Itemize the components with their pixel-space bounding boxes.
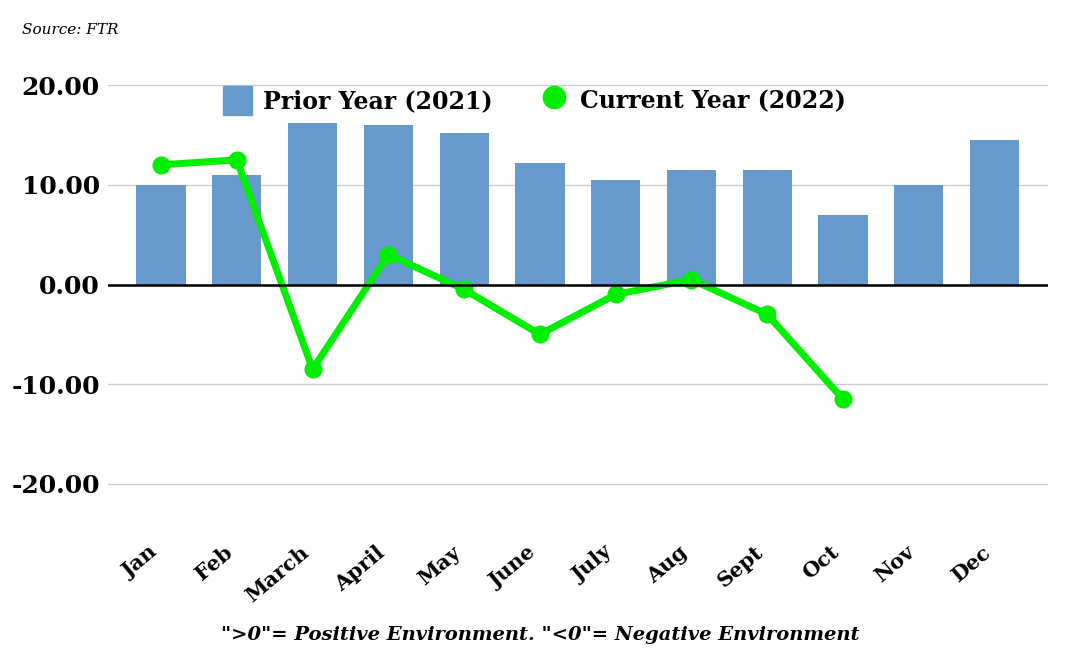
Bar (666, 170, 716, 284)
Bar (894, 185, 944, 284)
Bar (136, 185, 186, 284)
Bar (515, 163, 565, 284)
Text: ">0"= Positive Environment. "<0"= Negative Environment: ">0"= Positive Environment. "<0"= Negati… (220, 626, 860, 644)
Bar (743, 170, 792, 284)
Bar (440, 133, 489, 284)
Bar (212, 175, 261, 284)
Text: Source: FTR: Source: FTR (22, 23, 118, 37)
Legend: Prior Year (2021), Current Year (2022): Prior Year (2021), Current Year (2022) (214, 77, 855, 124)
Bar (364, 125, 413, 284)
Bar (819, 215, 867, 284)
Bar (288, 123, 337, 284)
Bar (591, 180, 640, 284)
Bar (970, 140, 1020, 284)
